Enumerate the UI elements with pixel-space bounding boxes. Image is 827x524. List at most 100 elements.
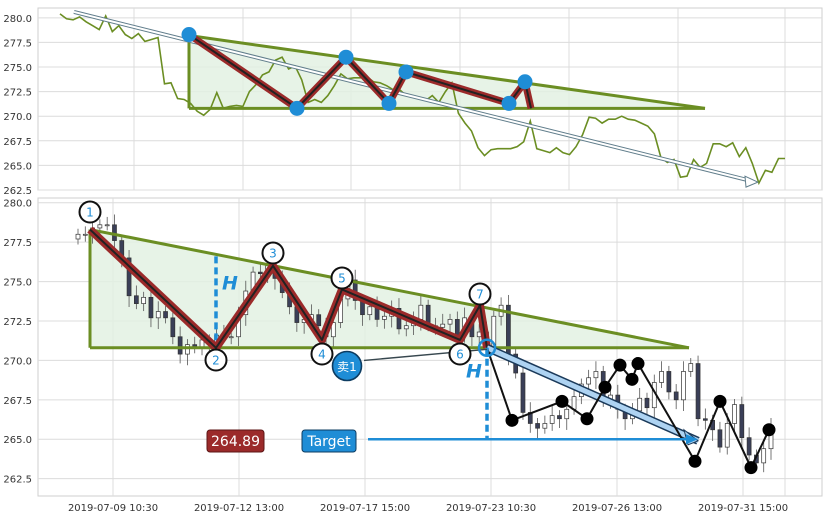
candle-up	[542, 423, 548, 429]
projection-point	[713, 394, 727, 408]
wave-pivot-label: 7	[476, 288, 484, 302]
bottom-wave-line	[89, 228, 488, 349]
bottom-y-tick-label: 267.5	[3, 396, 32, 407]
candle-down	[739, 404, 745, 439]
wave-pivot-label: 1	[86, 206, 94, 220]
top-y-tick-label: 272.5	[3, 88, 32, 99]
candle-up	[571, 396, 577, 410]
price-box-label: 264.89	[211, 434, 260, 450]
candle-up	[761, 448, 767, 464]
candle-down	[746, 437, 752, 456]
bottom-y-tick-label: 280.0	[3, 199, 32, 210]
wave-pivot-label: 3	[269, 247, 277, 261]
top-wave-pivot	[338, 49, 354, 65]
top-trend-arrow-head	[744, 175, 760, 188]
bottom-x-tick-label: 2019-07-31 15:00	[698, 503, 788, 514]
wave-pivot-label: 5	[338, 272, 346, 286]
wave-pivot-label: 4	[318, 348, 326, 362]
top-y-tick-label: 275.0	[3, 63, 32, 74]
candle-up	[732, 404, 737, 424]
candle-up	[447, 319, 453, 325]
bottom-y-tick-label: 277.5	[3, 238, 32, 249]
top-wave-pivot	[289, 100, 305, 116]
projection-point	[598, 380, 612, 394]
candle-down	[134, 295, 139, 304]
top-triangle-upper-edge	[188, 34, 706, 110]
candle-down	[666, 371, 672, 393]
top-y-tick-label: 265.0	[3, 161, 32, 172]
candle-up	[185, 344, 190, 355]
candle-down	[177, 336, 183, 355]
wave-pivot-marker	[330, 266, 354, 290]
top-wave-pivot	[381, 95, 397, 111]
candle-down	[454, 319, 460, 336]
target-box-label: Target	[306, 434, 351, 450]
candle-up	[155, 311, 161, 319]
top-wave-pivot	[517, 74, 533, 90]
candle-up	[418, 304, 424, 320]
breakout-marker	[477, 338, 497, 358]
wave-pivot-marker	[204, 348, 228, 372]
candle-up	[688, 363, 694, 372]
candle-down	[163, 311, 168, 319]
top-y-tick-label: 270.0	[3, 112, 32, 123]
bottom-y-tick-label: 265.0	[3, 435, 32, 446]
candle-down	[644, 397, 650, 409]
top-y-tick-label: 262.5	[3, 186, 32, 197]
wave-pivot-label: 6	[456, 348, 464, 362]
candle-down	[148, 296, 154, 319]
candle-up	[681, 371, 686, 401]
wave-pivot-marker	[78, 200, 102, 224]
candle-up	[724, 423, 730, 448]
target-arrow-head	[686, 434, 698, 445]
top-y-tick-label: 277.5	[3, 38, 32, 49]
candle-up	[637, 397, 643, 412]
bottom-x-tick-label: 2019-07-23 10:30	[446, 503, 536, 514]
wave-pivot-marker	[448, 342, 472, 366]
projection-point	[688, 454, 702, 468]
bottom-x-tick-label: 2019-07-17 15:00	[320, 503, 410, 514]
candle-down	[695, 363, 701, 420]
top-wave-pivot	[181, 27, 197, 43]
bottom-pattern-panel: 280.0 277.5 275.0 272.5 270.0 267.5 265.0 262.5…	[3, 197, 823, 514]
wave-pivot-label: 2	[212, 354, 220, 368]
candle-up	[82, 233, 88, 236]
candle-down	[258, 271, 263, 275]
candle-down	[557, 415, 562, 420]
top-wave-pivot	[398, 64, 414, 80]
candle-up	[586, 377, 591, 385]
candle-up	[75, 233, 81, 240]
sell-badge	[331, 350, 363, 382]
candle-up	[104, 224, 110, 227]
projection-point	[625, 372, 639, 386]
projection-point	[505, 413, 519, 427]
bottom-y-tick-label: 275.0	[3, 278, 32, 289]
bottom-y-tick-label: 272.5	[3, 317, 32, 328]
projection-point	[580, 412, 594, 426]
projection-point	[631, 357, 645, 371]
bottom-triangle-upper-edge	[89, 228, 690, 350]
top-y-tick-label: 280.0	[3, 14, 32, 25]
candle-up	[382, 315, 387, 320]
bottom-y-tick-label: 262.5	[3, 475, 32, 486]
projection-point	[744, 461, 758, 475]
candle-up	[564, 408, 570, 420]
candle-down	[126, 257, 132, 297]
projection-path	[486, 347, 770, 470]
wave-pivot-marker	[310, 342, 334, 366]
candle-up	[330, 322, 336, 338]
bottom-y-tick-label: 270.0	[3, 356, 32, 367]
candle-down	[673, 391, 679, 401]
candle-down	[316, 314, 322, 327]
wave-pivot-marker	[261, 241, 285, 265]
projection-band	[485, 345, 700, 444]
bottom-x-tick-label: 2019-07-09 10:30	[68, 503, 158, 514]
candle-down	[702, 418, 708, 421]
sell-badge-label: 卖1	[337, 360, 357, 374]
wave-pivot-marker	[468, 282, 492, 306]
candle-down	[535, 423, 540, 429]
candle-down	[520, 372, 526, 413]
measure-label-right: H	[466, 361, 482, 383]
candle-up	[593, 371, 599, 379]
